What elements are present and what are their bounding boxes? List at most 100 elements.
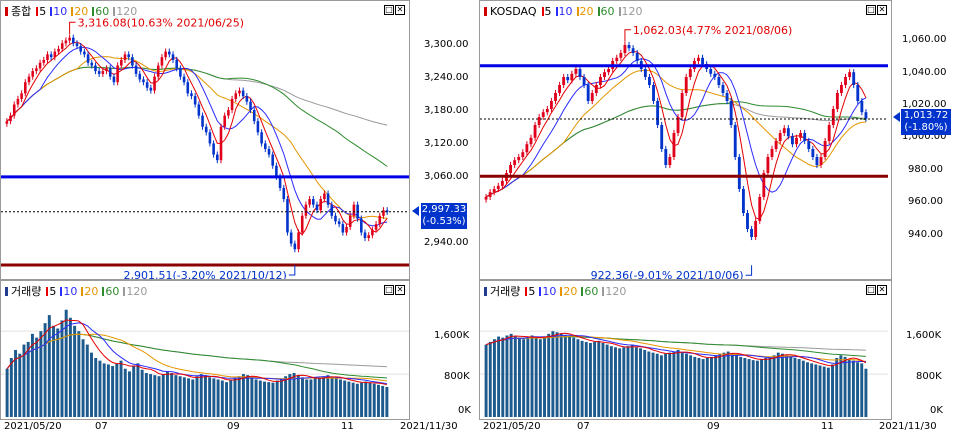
- close-button[interactable]: ✕: [877, 5, 887, 15]
- candle-body: [367, 235, 370, 239]
- volume-bar: [296, 375, 300, 417]
- candle-body: [120, 59, 123, 66]
- y-tick: 0K: [930, 405, 943, 416]
- candle-body: [770, 149, 774, 157]
- candle-body: [721, 85, 725, 93]
- left-volume-title[interactable]: 거래량: [11, 285, 42, 298]
- indicator-marker-icon: [5, 6, 8, 16]
- volume-bar: [722, 352, 726, 417]
- volume-bar: [250, 377, 254, 417]
- candle-body: [175, 59, 178, 69]
- candle-body: [811, 149, 815, 157]
- candle-body: [697, 57, 700, 61]
- right-volume-y-axis: 1,600K 800K 0K: [892, 280, 954, 420]
- candle-body: [786, 128, 790, 137]
- volume-bar: [81, 339, 85, 417]
- volume-bar: [263, 381, 266, 417]
- candle-body: [371, 229, 374, 236]
- close-button[interactable]: ✕: [877, 285, 887, 295]
- maximize-button[interactable]: □: [866, 285, 876, 295]
- volume-bar: [178, 376, 182, 417]
- close-button[interactable]: ✕: [395, 5, 405, 15]
- candle-body: [46, 54, 49, 60]
- volume-bar: [279, 378, 283, 417]
- volume-bar: [822, 366, 826, 417]
- candle-body: [16, 98, 20, 105]
- left-volume-chart[interactable]: [1, 281, 410, 420]
- x-tick: 2021/05/20: [4, 421, 62, 432]
- maximize-button[interactable]: □: [384, 285, 394, 295]
- volume-bar: [355, 383, 359, 417]
- ma-label-60: 60: [584, 284, 599, 298]
- volume-bar: [730, 353, 734, 417]
- ma20-color-icon: [71, 6, 74, 16]
- candle-body: [75, 43, 79, 47]
- current-price-value: 2,997.33: [421, 204, 467, 215]
- candle-body: [323, 193, 326, 200]
- candle-body: [219, 126, 223, 161]
- candle-body: [337, 221, 341, 225]
- volume-bar: [518, 337, 521, 417]
- right-price-y-axis: 1,060.00 1,040.00 1,020.00 1,000.00 980.…: [892, 0, 954, 280]
- maximize-button[interactable]: □: [866, 5, 876, 15]
- candle-body: [86, 54, 90, 63]
- candle-body: [750, 229, 754, 237]
- volume-bar: [381, 385, 385, 417]
- volume-bar: [843, 356, 847, 417]
- x-tick: 2021/11/30: [879, 421, 937, 432]
- right-volume-chart[interactable]: [480, 281, 892, 420]
- volume-bar: [684, 353, 688, 417]
- volume-bar: [35, 337, 39, 417]
- volume-bar: [835, 358, 839, 417]
- candle-body: [160, 57, 164, 66]
- candle-body: [360, 218, 363, 233]
- candle-body: [815, 157, 819, 165]
- candle-body: [171, 54, 175, 60]
- volume-bar: [98, 360, 102, 417]
- left-price-window-buttons: □ ✕: [384, 5, 405, 15]
- candle-body: [484, 197, 488, 200]
- volume-bar: [22, 344, 26, 417]
- low-annotation-label: 2,901.51(-3.20% 2021/10/12): [123, 269, 286, 280]
- candle-body: [709, 69, 713, 74]
- volume-bar: [26, 341, 30, 417]
- candle-body: [737, 157, 741, 189]
- ma-label-5: 5: [528, 284, 536, 298]
- current-price-change: (-1.80%): [904, 122, 948, 133]
- volume-bar: [597, 340, 601, 417]
- volume-bar: [68, 317, 72, 417]
- volume-bar: [718, 353, 722, 417]
- volume-bar: [743, 358, 747, 417]
- volume-bar: [208, 377, 212, 417]
- close-button[interactable]: ✕: [395, 285, 405, 295]
- ma10-color-icon: [60, 286, 63, 296]
- volume-bar: [814, 364, 818, 417]
- indicator-marker-icon: [5, 286, 8, 296]
- volume-bar: [317, 377, 321, 417]
- candle-body: [24, 82, 27, 94]
- candle-body: [326, 193, 330, 205]
- volume-bar: [605, 344, 609, 417]
- right-volume-title[interactable]: 거래량: [490, 285, 521, 298]
- candle-body: [363, 232, 367, 239]
- ma60-color-icon: [597, 6, 600, 16]
- left-price-title[interactable]: 종합: [11, 5, 32, 18]
- candle-body: [607, 69, 611, 73]
- volume-bar: [132, 366, 136, 417]
- maximize-button[interactable]: □: [384, 5, 394, 15]
- ma-label-10: 10: [53, 4, 68, 18]
- candle-body: [558, 85, 562, 93]
- volume-bar: [301, 377, 304, 417]
- current-price-box: 2,997.33 (-0.53%): [421, 203, 467, 229]
- volume-bar: [543, 336, 546, 417]
- right-price-title[interactable]: KOSDAQ: [490, 4, 537, 18]
- right-price-chart[interactable]: 1,062.03(4.77% 2021/08/06) 922.36(-9.01% …: [480, 1, 892, 280]
- y-tick: 800K: [444, 371, 470, 382]
- volume-bar: [241, 374, 245, 417]
- volume-bar: [785, 355, 789, 417]
- volume-bar: [322, 376, 326, 417]
- candle-body: [803, 133, 807, 141]
- volume-bar: [220, 380, 224, 417]
- vol-ma5-line: [485, 332, 867, 367]
- left-price-chart[interactable]: 3,316.08(10.63% 2021/06/25) 2,901.51(-3.2…: [1, 1, 410, 280]
